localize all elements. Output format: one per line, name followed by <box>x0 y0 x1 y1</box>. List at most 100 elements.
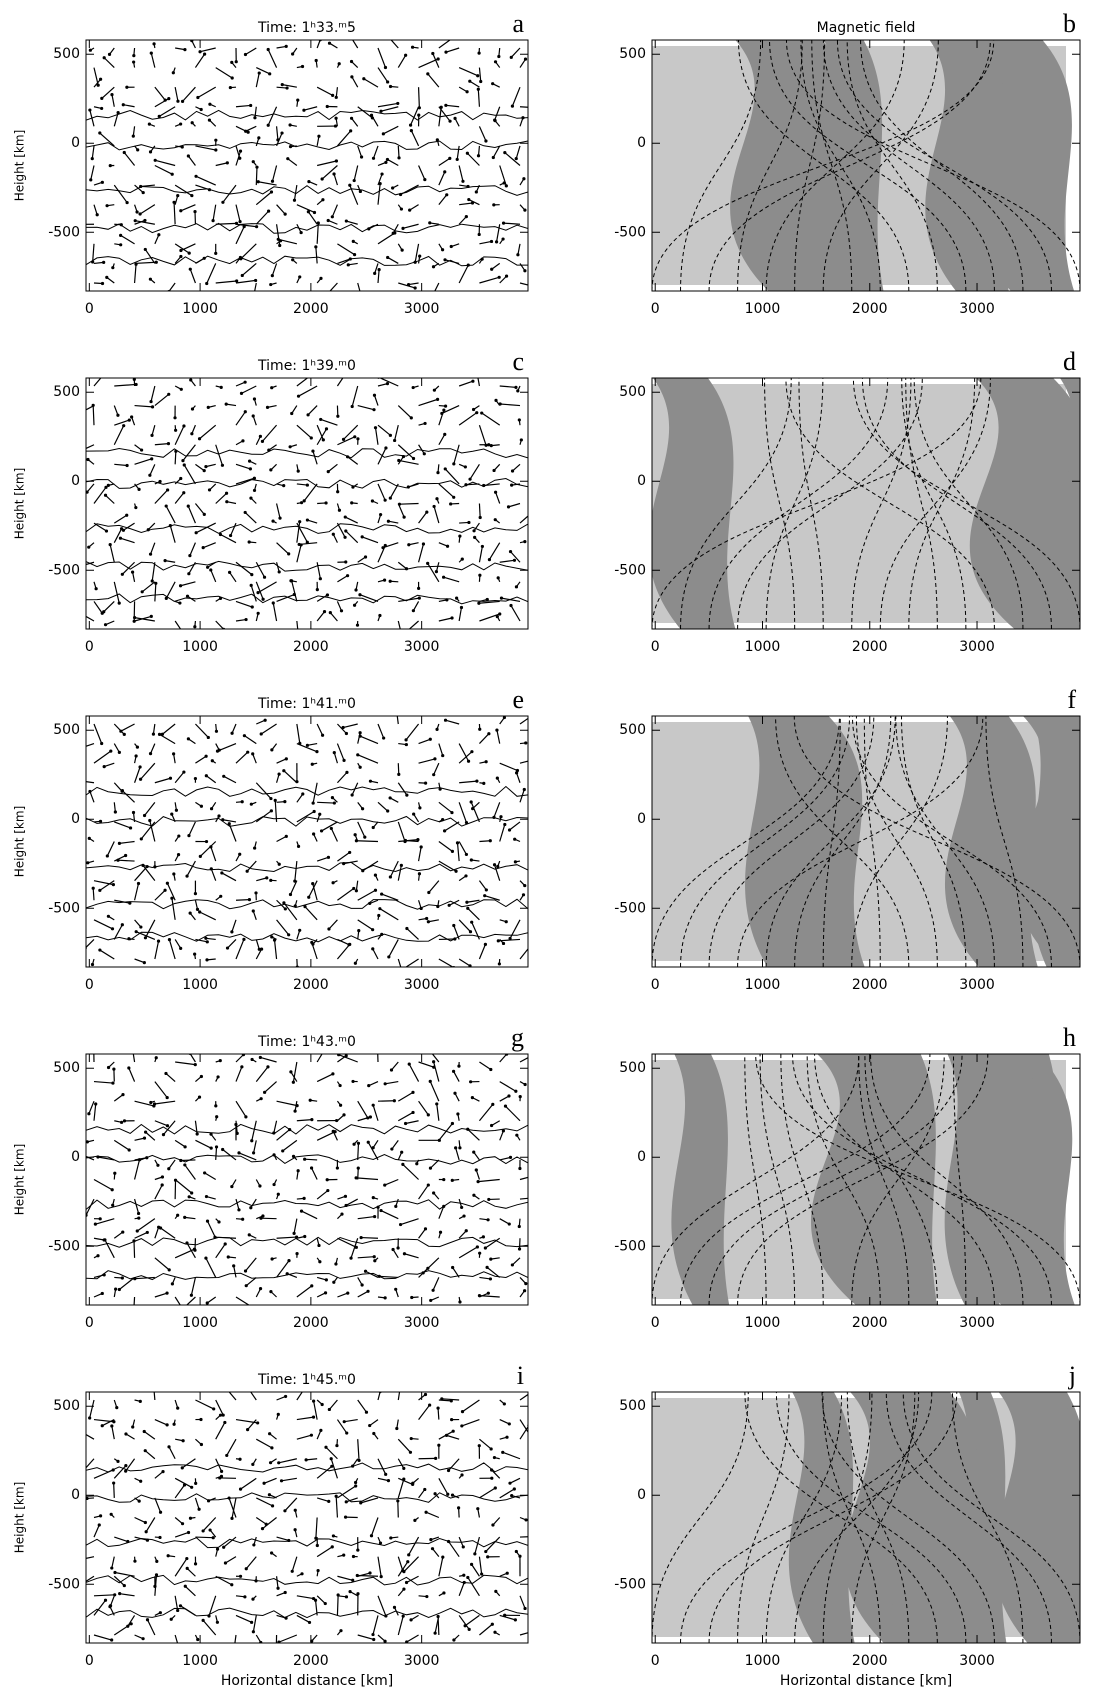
arrow-head <box>287 933 291 937</box>
arrow-head <box>108 1605 112 1609</box>
arrow-head <box>132 60 136 64</box>
arrow-head <box>176 99 180 103</box>
arrow-head <box>165 1423 169 1427</box>
velocity-arrow <box>144 801 156 816</box>
arrow-head <box>346 1291 350 1295</box>
arrow-head <box>339 1629 343 1633</box>
velocity-arrow <box>477 89 481 107</box>
arrow-head <box>238 852 242 856</box>
velocity-arrow <box>474 1536 481 1555</box>
arrow-head <box>181 1439 185 1443</box>
velocity-arrow <box>336 771 348 784</box>
velocity-arrow <box>399 502 419 505</box>
contour <box>86 593 528 605</box>
field-line <box>846 1392 910 1643</box>
arrow-head <box>391 186 395 190</box>
velocity-arrow <box>328 1399 338 1410</box>
arrow-head <box>417 596 421 600</box>
arrow-head <box>352 178 356 183</box>
arrow-head <box>164 596 168 600</box>
velocity-arrow <box>478 67 482 82</box>
arrow-head <box>270 1257 274 1261</box>
arrow-head <box>137 487 141 491</box>
arrow-head <box>119 243 123 247</box>
y-tick-label: -500 <box>48 224 80 240</box>
arrow-head <box>316 1568 320 1573</box>
arrow-head <box>401 226 405 230</box>
velocity-arrow <box>438 1399 452 1402</box>
arrow-head <box>288 445 292 449</box>
field-line <box>794 1392 920 1643</box>
field-line <box>780 1054 824 1305</box>
velocity-arrow <box>195 1399 214 1410</box>
arrow-head <box>463 1624 467 1628</box>
arrow-head <box>319 276 323 280</box>
velocity-arrow <box>457 1507 460 1518</box>
velocity-arrow <box>296 620 299 629</box>
arrow-head <box>220 463 225 467</box>
arrow-head <box>440 248 445 252</box>
arrow-head <box>326 1188 330 1193</box>
velocity-arrow <box>418 398 438 407</box>
velocity-arrow <box>351 76 359 88</box>
panel-title: Magnetic field <box>817 20 916 36</box>
arrow-head <box>134 382 138 387</box>
velocity-arrow <box>247 1419 257 1431</box>
velocity-arrow <box>377 232 396 245</box>
arrow-head <box>355 623 360 627</box>
velocity-arrow <box>512 463 521 472</box>
velocity-arrow <box>453 1071 460 1082</box>
velocity-arrow <box>235 600 253 608</box>
arrow-head <box>128 901 132 905</box>
arrow-head <box>244 1115 248 1119</box>
arrow-head <box>477 601 481 605</box>
arrow-head <box>498 612 502 616</box>
velocity-arrow <box>504 152 521 166</box>
arrow-head <box>156 939 161 943</box>
velocity-arrow <box>437 1408 440 1420</box>
arrow-head <box>332 1280 336 1284</box>
arrow-head <box>174 808 179 812</box>
panel-letter: e <box>512 685 524 714</box>
arrow-head <box>356 753 360 757</box>
velocity-arrow <box>499 1081 517 1092</box>
velocity-arrow <box>391 1139 399 1150</box>
arrow-head <box>503 150 507 155</box>
velocity-arrow <box>379 908 399 921</box>
arrow-head <box>475 1245 479 1249</box>
x-tick-label: 2000 <box>293 977 329 993</box>
arrow-head <box>288 123 292 127</box>
arrow-head <box>74 609 77 612</box>
velocity-arrow <box>356 1177 379 1181</box>
field-line <box>858 1054 910 1305</box>
arrow-head <box>321 198 325 202</box>
arrow-head <box>124 853 128 858</box>
velocity-arrow <box>250 1198 257 1209</box>
arrow-head <box>348 942 352 946</box>
velocity-arrow <box>111 94 115 107</box>
velocity-arrow <box>357 106 373 119</box>
arrow-head <box>492 468 496 473</box>
arrow-head <box>206 565 210 569</box>
arrow-head <box>405 1640 409 1643</box>
velocity-arrow <box>438 194 448 206</box>
arrow-head <box>367 1084 371 1088</box>
arrow-head <box>282 901 286 905</box>
arrow-head <box>290 579 294 583</box>
arrow-head <box>385 382 390 386</box>
arrow-head <box>443 404 448 408</box>
arrow-head <box>249 583 253 587</box>
arrow-head <box>360 294 363 297</box>
arrow-head <box>366 1289 370 1293</box>
arrow-head <box>371 156 376 160</box>
arrow-head <box>392 1605 397 1609</box>
x-tick-label: 0 <box>651 301 660 317</box>
velocity-arrow <box>408 1536 420 1556</box>
arrow-head <box>243 1595 247 1599</box>
arrow-head <box>336 1593 340 1597</box>
arrow-head <box>459 605 464 610</box>
arrow-head <box>457 1064 461 1068</box>
